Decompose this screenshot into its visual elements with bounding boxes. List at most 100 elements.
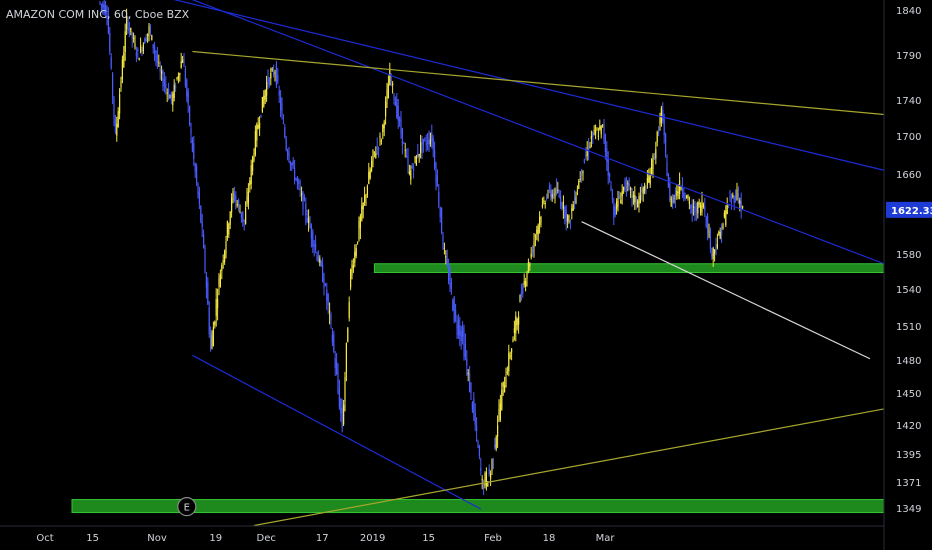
candle-body [106, 13, 108, 17]
candle-body [630, 187, 632, 190]
trendline-2[interactable] [72, 0, 885, 171]
candle-body [617, 198, 619, 207]
candle-body [124, 31, 126, 53]
candle-body [586, 150, 588, 157]
candle-body [253, 153, 255, 160]
last-price-label: 1622.33 [891, 206, 932, 217]
candle-body [127, 19, 129, 31]
candle-body [543, 200, 545, 202]
y-tick-label: 1700 [896, 132, 921, 143]
candle-body [548, 187, 550, 189]
trendline-5[interactable] [253, 408, 885, 527]
candle-body [116, 123, 118, 136]
support-zone-1[interactable] [373, 263, 885, 273]
candle-body [245, 208, 247, 224]
candle-body [194, 163, 196, 172]
candle-body [100, 4, 102, 6]
candle-body [511, 348, 513, 353]
candle-body [288, 153, 290, 162]
x-tick-label: Dec [257, 533, 276, 544]
candle-body [714, 249, 716, 254]
candle-body [214, 321, 216, 325]
candle-body [698, 203, 700, 205]
candle-body [404, 150, 406, 152]
candle-body [508, 352, 510, 372]
candle-body [362, 202, 364, 210]
earnings-markers[interactable]: E [177, 497, 197, 517]
support-zones [71, 263, 885, 514]
candle-body [166, 92, 168, 94]
candle-body [735, 196, 737, 200]
candle-body [340, 398, 342, 414]
candle-body [530, 253, 532, 258]
candle-body [740, 201, 742, 210]
candle-body [190, 128, 192, 135]
candle-body [399, 118, 401, 122]
candle-body [499, 403, 501, 420]
candle-body [329, 310, 331, 313]
earnings-marker-icon[interactable] [177, 497, 197, 517]
y-tick-label: 1420 [896, 421, 921, 432]
price-axis[interactable]: 1840179017401700166016201580154015101480… [896, 6, 921, 515]
candle-body [558, 195, 560, 197]
candle-body [569, 220, 571, 222]
candle-body [390, 80, 392, 82]
candle-body [113, 96, 115, 118]
candle-body [242, 211, 244, 222]
trendline-1[interactable] [128, 0, 885, 265]
candle-body [515, 316, 517, 334]
candle-body [187, 91, 189, 105]
candles [99, 0, 744, 496]
candle-body [512, 339, 514, 343]
candle-body [299, 187, 301, 191]
candle-body [397, 105, 399, 121]
candle-body [662, 109, 664, 121]
time-axis[interactable]: Oct 15 Nov 19 Dec 17 2019 15 Feb 18 Mar [36, 533, 615, 544]
candle-body [344, 377, 346, 402]
candle-body [169, 97, 171, 99]
candle-body [631, 188, 633, 199]
candle-body [163, 78, 165, 86]
candle-body [723, 212, 725, 218]
candle-body [308, 217, 310, 224]
candle-body [389, 68, 391, 86]
candle-body [428, 137, 430, 145]
trendline-4[interactable] [192, 50, 885, 116]
candle-body [656, 131, 658, 143]
trendline-6[interactable] [581, 221, 871, 360]
candle-body [162, 78, 164, 87]
candle-body [686, 195, 688, 198]
symbol-title[interactable]: AMAZON COM INC, 60, Cboe BZX [6, 8, 190, 21]
candle-body [224, 250, 226, 263]
candle-body [532, 249, 534, 253]
candle-body [583, 159, 585, 164]
trendline-3[interactable] [192, 354, 482, 510]
candle-body [205, 275, 207, 288]
candle-body [212, 327, 214, 347]
trendlines[interactable] [72, 0, 885, 527]
candle-body [378, 147, 380, 150]
candle-body [186, 80, 188, 97]
candle-body [537, 225, 539, 235]
candle-body [312, 230, 314, 247]
candle-body [466, 358, 468, 366]
candle-body [112, 73, 114, 98]
candle-body [518, 316, 520, 325]
last-price-tag-bg [886, 201, 932, 218]
candle-body [375, 152, 377, 158]
candle-body [712, 248, 714, 260]
candle-body [464, 343, 466, 358]
candle-body [648, 176, 650, 183]
candle-body [429, 139, 431, 145]
candle-body [431, 132, 433, 142]
candle-body [571, 208, 573, 212]
candle-body [371, 161, 373, 171]
candle-body [310, 224, 312, 239]
candle-body [355, 248, 357, 257]
candle-body [446, 259, 448, 266]
candle-body [385, 101, 387, 117]
candle-body [628, 184, 630, 187]
candle-body [394, 102, 396, 107]
candle-body [110, 57, 112, 68]
